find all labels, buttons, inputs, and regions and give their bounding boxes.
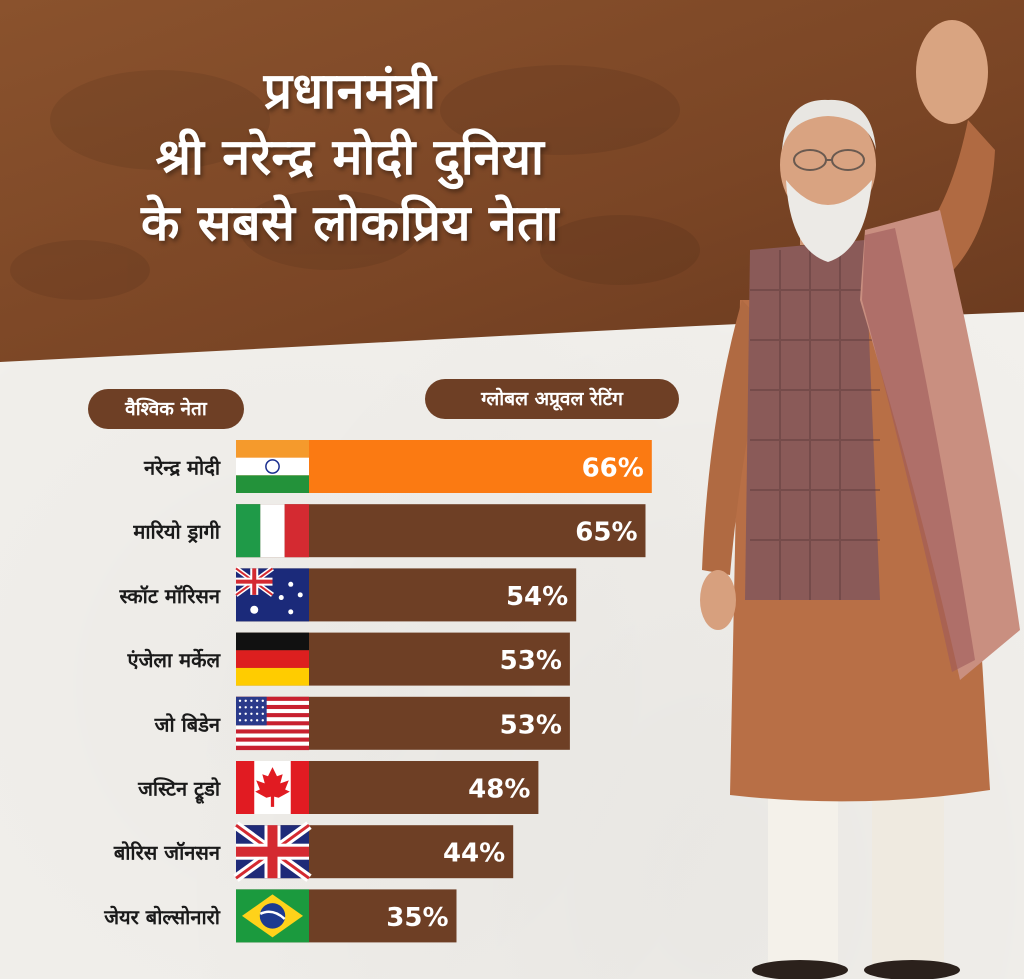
value-label: 66% [582, 454, 644, 484]
figure-shawl-border [862, 228, 975, 672]
figure-head [780, 107, 876, 223]
figure-glasses [793, 149, 865, 171]
brazil-flag [236, 889, 309, 943]
chart-row: जो बिडेन 53% [154, 696, 570, 751]
category-label: एंजेला मर्केल [127, 648, 222, 672]
figure-vest-check [750, 245, 880, 600]
category-label: जो बिडेन [154, 712, 221, 736]
category-label: नरेन्द्र मोदी [143, 456, 221, 480]
value-label: 44% [443, 839, 505, 869]
value-label: 35% [386, 903, 448, 933]
title-line-2: श्री नरेन्द्र मोदी दुनिया [155, 128, 545, 186]
italy-flag [236, 504, 309, 558]
chart-row: जेयर बोल्सोनारो 35% [103, 889, 457, 943]
chart-row: जस्टिन ट्रूडो 48% [137, 761, 539, 814]
figure-shoe-right [864, 960, 960, 979]
leader-column-header: वैश्विक नेता [88, 389, 244, 429]
canada-flag [236, 761, 309, 814]
uk-flag [233, 821, 312, 882]
australia-flag [234, 566, 309, 622]
page-title: प्रधानमंत्री श्री नरेन्द्र मोदी दुनिया क… [30, 58, 670, 256]
chart-row: बोरिस जॉनसन 44% [113, 821, 514, 882]
value-label: 53% [500, 710, 562, 740]
chart-row: नरेन्द्र मोदी 66% [143, 440, 652, 493]
germany-flag [236, 632, 309, 686]
rating-column-header: ग्लोबल अप्रूवल रेटिंग [425, 379, 679, 419]
figure-hair [782, 99, 876, 150]
figure-leg-left [768, 790, 838, 970]
figure-hand-right [916, 20, 988, 124]
category-label: मारियो ड्रागी [132, 520, 220, 544]
approval-rating-chart: नरेन्द्र मोदी 66% मारियो ड्रागी 65% स्कॉट मॉ… [103, 440, 652, 943]
title-line-1: प्रधानमंत्री [263, 62, 437, 120]
figure-vest [745, 240, 880, 600]
usa-flag [236, 696, 309, 751]
figure-shoe-left [752, 960, 848, 979]
title-line-3: के सबसे लोकप्रिय नेता [140, 194, 560, 252]
leader-photo [700, 20, 1020, 979]
chart-row: एंजेला मर्केल 53% [127, 632, 570, 686]
value-label: 48% [468, 775, 530, 805]
header-band [0, 0, 1024, 362]
chart-row: स्कॉट मॉरिसन 54% [119, 566, 577, 622]
value-label: 65% [575, 518, 637, 548]
category-label: जेयर बोल्सोनारो [103, 905, 221, 929]
value-label: 54% [506, 582, 568, 612]
category-label: बोरिस जॉनसन [113, 841, 221, 865]
value-label: 53% [500, 646, 562, 676]
category-label: स्कॉट मॉरिसन [119, 584, 221, 608]
figure-leg-right [872, 790, 944, 970]
category-label: जस्टिन ट्रूडो [137, 777, 221, 805]
figure-hand-left [700, 570, 736, 630]
india-flag [236, 440, 309, 493]
chart-row: मारियो ड्रागी 65% [132, 504, 646, 558]
figure-beard [786, 180, 872, 262]
